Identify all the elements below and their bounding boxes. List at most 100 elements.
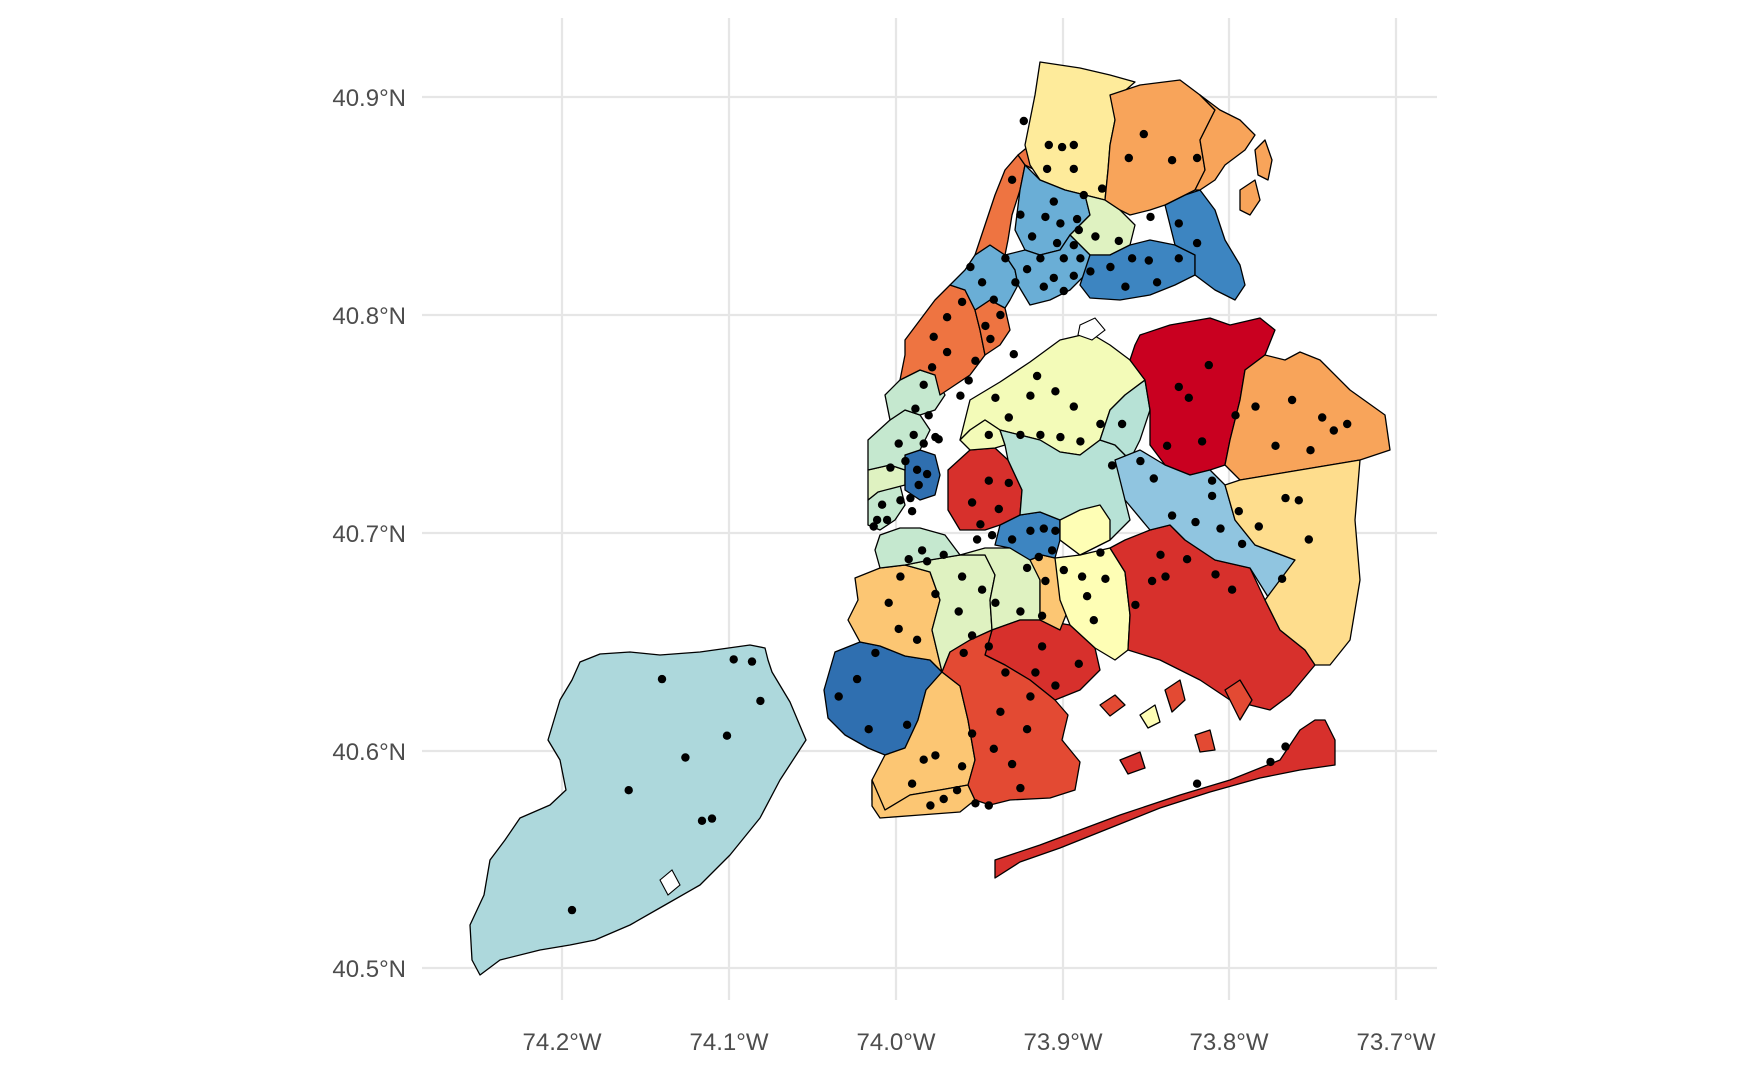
location-point[interactable]: [1022, 265, 1032, 274]
location-point[interactable]: [957, 762, 967, 771]
location-point[interactable]: [902, 720, 912, 729]
location-point[interactable]: [967, 729, 977, 738]
location-point[interactable]: [1281, 493, 1290, 503]
location-point[interactable]: [984, 801, 993, 810]
location-point[interactable]: [872, 515, 882, 525]
location-point[interactable]: [1036, 430, 1045, 440]
location-point[interactable]: [1016, 210, 1025, 219]
jamaica-bay-island-4[interactable]: [1139, 704, 1161, 729]
location-point[interactable]: [1069, 241, 1079, 250]
location-point[interactable]: [1022, 725, 1032, 734]
location-point[interactable]: [1162, 441, 1172, 450]
location-point[interactable]: [1031, 668, 1040, 677]
location-point[interactable]: [984, 642, 993, 651]
location-point[interactable]: [1266, 757, 1275, 767]
location-point[interactable]: [1007, 535, 1017, 544]
location-point[interactable]: [1211, 570, 1220, 579]
location-point[interactable]: [1097, 184, 1107, 193]
location-point[interactable]: [681, 753, 690, 762]
location-point[interactable]: [1016, 607, 1025, 616]
location-point[interactable]: [1036, 254, 1045, 263]
location-point[interactable]: [1174, 382, 1184, 392]
location-point[interactable]: [922, 557, 932, 566]
location-point[interactable]: [977, 278, 987, 287]
location-point[interactable]: [1026, 692, 1035, 701]
location-point[interactable]: [906, 493, 915, 503]
location-point[interactable]: [1026, 526, 1035, 535]
location-point[interactable]: [894, 439, 903, 448]
location-point[interactable]: [1127, 254, 1137, 263]
location-point[interactable]: [904, 555, 913, 564]
location-point[interactable]: [994, 504, 1003, 514]
location-point[interactable]: [1007, 175, 1017, 184]
location-point[interactable]: [1161, 572, 1170, 581]
bronx-pelham-district[interactable]: [1164, 189, 1246, 301]
brooklyn-midwood-district[interactable]: [941, 629, 1081, 806]
location-point[interactable]: [1052, 238, 1062, 248]
location-point[interactable]: [1089, 616, 1099, 625]
location-point[interactable]: [1167, 156, 1177, 165]
location-point[interactable]: [942, 347, 952, 357]
location-point[interactable]: [1059, 286, 1069, 296]
location-point[interactable]: [1091, 232, 1100, 241]
location-point[interactable]: [1182, 555, 1192, 564]
location-point[interactable]: [1034, 552, 1044, 562]
location-point[interactable]: [1121, 282, 1130, 291]
location-point[interactable]: [942, 313, 952, 322]
location-point[interactable]: [1051, 526, 1060, 535]
location-point[interactable]: [894, 624, 903, 634]
location-point[interactable]: [926, 801, 935, 810]
bronx-williamsbridge-district[interactable]: [1104, 79, 1216, 216]
location-point[interactable]: [976, 520, 985, 529]
location-point[interactable]: [729, 655, 738, 664]
location-point[interactable]: [986, 334, 995, 344]
location-point[interactable]: [1184, 393, 1194, 402]
location-point[interactable]: [931, 589, 940, 599]
location-point[interactable]: [756, 696, 765, 706]
location-point[interactable]: [991, 598, 1000, 607]
location-point[interactable]: [957, 572, 967, 581]
location-point[interactable]: [1009, 350, 1018, 359]
location-point[interactable]: [1167, 511, 1177, 520]
location-point[interactable]: [907, 779, 917, 788]
location-point[interactable]: [1237, 539, 1247, 549]
location-point[interactable]: [1072, 214, 1082, 224]
location-point[interactable]: [747, 657, 757, 666]
location-point[interactable]: [1032, 371, 1042, 381]
location-point[interactable]: [722, 731, 732, 740]
bronx-throgs-neck[interactable]: [1239, 179, 1261, 216]
location-point[interactable]: [1069, 140, 1079, 150]
location-point[interactable]: [954, 607, 963, 616]
location-point[interactable]: [1096, 419, 1105, 429]
location-point[interactable]: [657, 674, 667, 684]
location-point[interactable]: [1304, 535, 1314, 544]
location-point[interactable]: [1287, 395, 1297, 405]
location-point[interactable]: [1076, 437, 1085, 446]
location-point[interactable]: [1037, 611, 1047, 620]
location-point[interactable]: [984, 476, 993, 485]
location-point[interactable]: [1107, 461, 1117, 470]
location-point[interactable]: [1022, 563, 1032, 573]
location-point[interactable]: [1139, 129, 1149, 139]
location-point[interactable]: [939, 550, 948, 559]
location-point[interactable]: [907, 507, 917, 516]
location-point[interactable]: [1124, 153, 1134, 163]
location-point[interactable]: [1047, 546, 1057, 555]
location-point[interactable]: [1207, 476, 1217, 485]
location-point[interactable]: [1096, 548, 1105, 557]
location-point[interactable]: [886, 463, 895, 472]
location-point[interactable]: [981, 321, 990, 331]
location-point[interactable]: [869, 522, 878, 531]
location-point[interactable]: [1156, 550, 1165, 559]
location-point[interactable]: [896, 496, 905, 505]
location-point[interactable]: [971, 799, 980, 808]
location-point[interactable]: [1149, 474, 1159, 483]
location-point[interactable]: [977, 585, 987, 594]
location-point[interactable]: [1076, 254, 1085, 263]
location-point[interactable]: [1049, 273, 1059, 283]
location-point[interactable]: [996, 310, 1005, 320]
location-point[interactable]: [1001, 254, 1010, 263]
location-point[interactable]: [882, 515, 892, 525]
location-point[interactable]: [852, 674, 862, 684]
location-point[interactable]: [1207, 491, 1217, 501]
